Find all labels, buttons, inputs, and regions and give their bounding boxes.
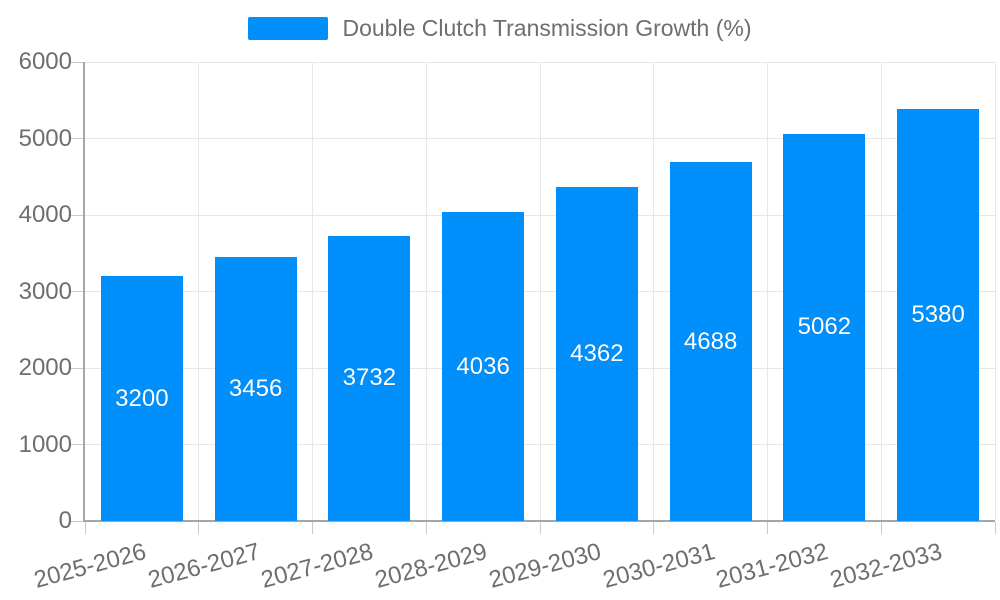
legend-label: Double Clutch Transmission Growth (%) bbox=[342, 15, 752, 41]
bar-value-label: 3732 bbox=[342, 364, 397, 392]
x-gridline bbox=[539, 62, 541, 521]
x-axis-tick bbox=[880, 522, 882, 534]
x-axis-tick bbox=[653, 522, 655, 534]
bar-value-label: 5062 bbox=[797, 313, 852, 341]
x-axis-tick bbox=[312, 522, 313, 534]
y-axis-label: 1000 bbox=[18, 430, 72, 458]
x-axis-tick bbox=[84, 522, 86, 534]
y-axis-tick bbox=[70, 61, 85, 63]
bar-value-label: 4362 bbox=[570, 340, 624, 368]
chart-legend[interactable]: Double Clutch Transmission Growth (%) bbox=[0, 14, 1000, 42]
x-gridline bbox=[653, 62, 655, 521]
x-axis-tick bbox=[539, 522, 541, 534]
bar[interactable]: 3200 bbox=[100, 276, 183, 521]
bar-value-label: 3456 bbox=[228, 374, 283, 402]
bar[interactable]: 4362 bbox=[555, 187, 638, 521]
y-axis-label: 4000 bbox=[18, 201, 72, 228]
bar[interactable]: 3456 bbox=[214, 256, 297, 521]
legend-swatch bbox=[248, 16, 329, 40]
y-axis-line bbox=[83, 62, 85, 522]
x-gridline bbox=[880, 62, 882, 521]
bar-value-label: 3200 bbox=[115, 384, 169, 412]
y-axis-tick bbox=[70, 138, 85, 139]
x-gridline bbox=[994, 62, 996, 521]
y-axis-tick bbox=[70, 367, 85, 369]
x-gridline bbox=[767, 62, 768, 521]
bar[interactable]: 4688 bbox=[669, 162, 752, 521]
x-gridline bbox=[312, 62, 313, 521]
x-gridline bbox=[198, 62, 200, 521]
y-axis-tick bbox=[70, 291, 85, 292]
x-axis-tick bbox=[198, 522, 200, 534]
x-gridline bbox=[425, 62, 427, 521]
y-axis-label: 2000 bbox=[18, 354, 72, 381]
x-axis-tick bbox=[767, 522, 768, 534]
bar-value-label: 4688 bbox=[683, 327, 738, 355]
bar[interactable]: 4036 bbox=[442, 212, 525, 521]
y-axis-label: 3000 bbox=[18, 277, 72, 305]
bar-value-label: 4036 bbox=[456, 352, 510, 380]
x-axis-line bbox=[83, 520, 995, 522]
x-axis-tick bbox=[425, 522, 427, 534]
x-axis-tick bbox=[994, 522, 996, 534]
bar-value-label: 5380 bbox=[911, 301, 965, 329]
y-axis-label: 5000 bbox=[18, 124, 72, 152]
y-axis-tick bbox=[70, 520, 85, 522]
y-axis-label: 6000 bbox=[18, 48, 72, 75]
bar[interactable]: 3732 bbox=[328, 235, 411, 521]
y-axis-tick bbox=[70, 214, 85, 216]
y-axis-label: 0 bbox=[58, 507, 72, 534]
y-axis-tick bbox=[70, 444, 85, 445]
bar[interactable]: 5380 bbox=[897, 109, 980, 521]
bar[interactable]: 5062 bbox=[783, 133, 866, 521]
